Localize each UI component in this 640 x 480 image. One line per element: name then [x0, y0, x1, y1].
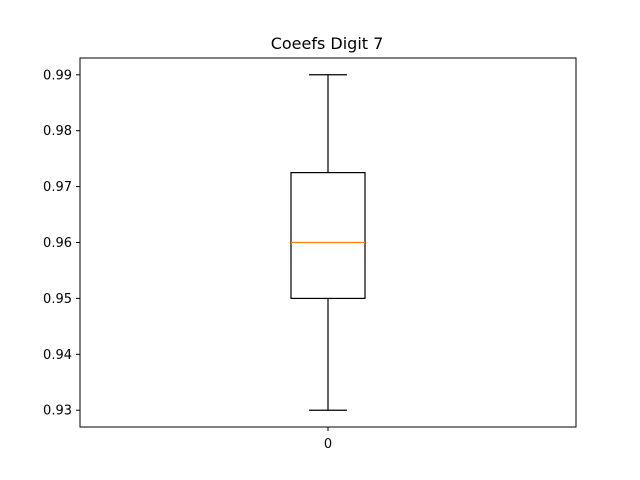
x-tick-label: 0: [324, 437, 332, 452]
plot-marks: 0.93 0.94 0.95 0.96 0.97 0.98 0.99 0: [43, 68, 366, 452]
y-tick-label: 0.95: [43, 292, 72, 307]
chart-title: Coeefs Digit 7: [271, 34, 384, 53]
iqr-box: [290, 172, 366, 300]
y-tick-label: 0.94: [43, 348, 72, 363]
y-tick-label: 0.99: [43, 68, 72, 83]
y-tick-label: 0.98: [43, 124, 72, 139]
y-tick-label: 0.97: [43, 180, 72, 195]
y-tick-label: 0.96: [43, 236, 72, 251]
y-tick-label: 0.93: [43, 404, 72, 419]
plot-area-frame: [79, 57, 577, 428]
